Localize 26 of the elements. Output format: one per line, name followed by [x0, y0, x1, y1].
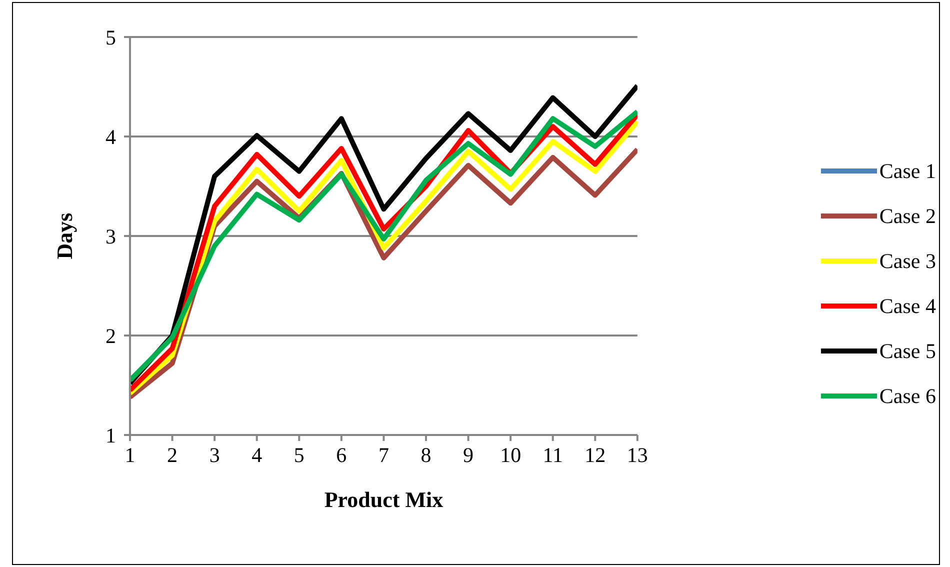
legend-label: Case 3 [879, 248, 936, 274]
y-tick-label: 4 [106, 124, 116, 149]
x-tick-label: 6 [336, 442, 347, 467]
x-tick-label: 12 [584, 442, 606, 467]
legend-label: Case 4 [879, 294, 936, 318]
x-tick-label: 3 [209, 442, 220, 467]
x-tick-label: 10 [500, 442, 522, 467]
x-tick-label: 2 [167, 442, 178, 467]
x-tick-label: 8 [420, 442, 432, 467]
x-axis-title: Product Mix [324, 487, 444, 512]
legend-label: Case 1 [879, 158, 936, 184]
y-axis-title: Days [52, 212, 77, 260]
x-tick-label: 1 [124, 442, 136, 467]
x-tick-label: 4 [252, 442, 263, 467]
x-tick-label: 7 [378, 442, 389, 467]
y-tick-label: 3 [106, 224, 116, 248]
legend-label: Case 6 [879, 384, 936, 408]
y-tick-label: 5 [106, 25, 116, 50]
y-tick-label: 2 [106, 324, 116, 348]
x-tick-label: 5 [294, 442, 304, 467]
y-tick-label: 1 [106, 423, 116, 448]
legend-label: Case 2 [879, 204, 936, 228]
x-tick-label: 9 [463, 442, 474, 467]
legend-label: Case 5 [879, 338, 936, 364]
x-tick-label: 11 [542, 442, 563, 467]
x-tick-label: 13 [626, 442, 648, 467]
